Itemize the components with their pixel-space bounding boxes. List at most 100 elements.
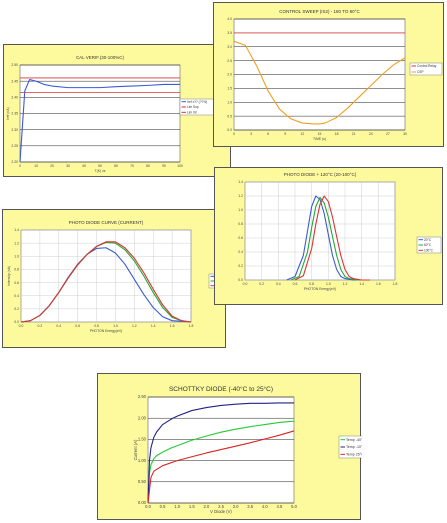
x-tick-label: 4.5 (276, 504, 282, 509)
x-tick-label: 0 (19, 164, 21, 168)
x-tick-label: 3.0 (233, 504, 239, 509)
x-tick-label: 40 (82, 164, 86, 168)
chart-title: SCHOTTKY DIODE (-40°C to 25°C) (169, 385, 273, 393)
y-tick-label: 3.0 (227, 45, 232, 49)
chart-photo-diode-1: PHOTO DIODE CURVE (CURRENT) 0.0 0.2 0.4 0.6 0… (7, 220, 227, 333)
chart-panel-cal-verif: CAL VERIF.(30-100%C) 2.20 2.25 2.30 2.35 2.40… (3, 44, 231, 177)
x-tick-label: 90 (162, 164, 166, 168)
y-tick-label: 1.2 (14, 241, 19, 245)
y-tick-label: 1.4 (238, 180, 243, 184)
legend-box (338, 435, 362, 459)
x-tick-label: 1.8 (189, 324, 194, 328)
y-axis-label: Iref (nA) (6, 107, 10, 119)
x-tick-label: 0.4 (56, 324, 61, 328)
x-tick-label: 1.0 (113, 324, 118, 328)
x-tick-label: 5.0 (291, 504, 297, 509)
y-tick-label: 0.4 (238, 250, 243, 254)
legend-label: Temp -40°C (346, 438, 362, 442)
y-tick-label: 3.5 (227, 31, 232, 35)
legend-label: CSP (417, 70, 424, 74)
x-tick-label: 2.0 (203, 504, 209, 509)
x-tick-label: 0.6 (75, 324, 80, 328)
y-tick-label: 1.0 (238, 208, 243, 212)
x-tick-label: 0.6 (293, 282, 298, 286)
x-tick-label: 1.5 (189, 504, 195, 509)
y-tick-label: 2.20 (11, 160, 18, 164)
y-tick-label: 1.2 (238, 194, 243, 198)
y-tick-label: 0.8 (238, 222, 243, 226)
legend-label: 100°C (424, 249, 434, 253)
x-tick-label: 4.0 (262, 504, 268, 509)
y-tick-label: 2.50 (11, 63, 18, 67)
chart-cal-verif: CAL VERIF.(30-100%C) 2.20 2.25 2.30 2.35 2.40… (6, 55, 231, 173)
x-axis-label: PHOTON Energy(eV) (304, 287, 337, 291)
x-axis-label: T(K) vs (95, 169, 106, 173)
x-tick-label: 0.0 (19, 324, 24, 328)
legend-label: Iref ±?? (??%) (187, 100, 207, 104)
chart-panel-photo-diode-2: PHOTO DIODE + 120°C (20-100°C) 0.0 0.2 0.4 0… (214, 167, 443, 305)
chart-title: CONTROL SWEEP (IS2) - 180 TO 80°C (279, 9, 360, 14)
y-tick-label: 0.6 (238, 236, 243, 240)
series-line-2 (294, 195, 370, 281)
x-tick-label: 50 (98, 164, 102, 168)
chart-panel-photo-diode-1: PHOTO DIODE CURVE (CURRENT) 0.0 0.2 0.4 0.6 0… (2, 209, 227, 348)
x-tick-label: 9 (284, 132, 286, 136)
y-tick-label: 0.50 (138, 479, 147, 484)
y-tick-label: 2.30 (11, 128, 18, 132)
series-line-2 (147, 430, 295, 504)
y-tick-label: 2.50 (138, 394, 147, 399)
x-axis-label: TIME (s) (313, 137, 326, 141)
y-tick-label: 0.0 (238, 278, 243, 282)
y-tick-label: 4.0 (227, 17, 232, 21)
chart-panel-schottky: SCHOTTKY DIODE (-40°C to 25°C) 0.00 0.50 1.… (97, 373, 362, 520)
x-tick-label: 3.5 (247, 504, 253, 509)
x-tick-label: 0.8 (309, 282, 314, 286)
x-tick-label: 1.6 (376, 282, 381, 286)
y-tick-label: 2.00 (138, 415, 147, 420)
x-tick-label: 80 (146, 164, 150, 168)
x-tick-label: 0 (233, 132, 235, 136)
x-tick-label: 18 (335, 132, 339, 136)
y-tick-label: 0.00 (138, 500, 147, 505)
y-tick-label: 1.00 (138, 458, 147, 463)
x-tick-label: 20 (50, 164, 54, 168)
x-tick-label: 1.2 (343, 282, 348, 286)
x-tick-label: 30 (403, 132, 407, 136)
x-tick-label: 1.4 (151, 324, 156, 328)
x-tick-label: 0.2 (259, 282, 264, 286)
x-tick-label: 1.8 (393, 282, 398, 286)
x-axis-label: PHOTON Energy(eV) (90, 329, 123, 333)
y-tick-label: 0.6 (14, 281, 19, 285)
legend-label: 20°C (424, 238, 432, 242)
x-tick-label: 6 (267, 132, 269, 136)
chart-control-sweep: CONTROL SWEEP (IS2) - 180 TO 80°C 0.0 0.5 1… (227, 9, 443, 141)
x-tick-label: 0.0 (243, 282, 248, 286)
legend-box (409, 62, 443, 76)
x-tick-label: 60 (114, 164, 118, 168)
y-tick-label: 0.8 (14, 268, 19, 272)
series-line-2 (20, 241, 192, 323)
chart-title: CAL VERIF.(30-100%C) (76, 55, 125, 60)
x-tick-label: 10 (34, 164, 38, 168)
x-tick-label: 1.4 (359, 282, 364, 286)
y-tick-label: 2.5 (227, 59, 232, 63)
x-tick-label: 0.8 (94, 324, 99, 328)
plot-area (244, 181, 396, 281)
x-tick-label: 24 (369, 132, 373, 136)
x-tick-label: 70 (130, 164, 134, 168)
y-tick-label: 2.35 (11, 112, 18, 116)
series-line-1 (233, 40, 406, 125)
legend-label: Temp -10°C (346, 445, 362, 449)
x-tick-label: 12 (301, 132, 305, 136)
x-tick-label: 30 (66, 164, 70, 168)
x-tick-label: 0.0 (145, 504, 151, 509)
x-tick-label: 15 (318, 132, 322, 136)
y-tick-label: 0.2 (238, 264, 243, 268)
y-tick-label: 1.0 (14, 254, 19, 258)
x-tick-label: 0.5 (160, 504, 166, 509)
x-tick-label: 1.0 (174, 504, 180, 509)
y-tick-label: 0.4 (14, 294, 19, 298)
y-tick-label: 1.0 (227, 100, 232, 104)
legend-label: Lim Sup (187, 105, 199, 109)
y-tick-label: 1.5 (227, 87, 232, 91)
